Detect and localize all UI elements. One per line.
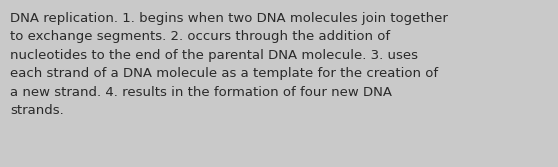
Text: DNA replication. 1. begins when two DNA molecules join together
to exchange segm: DNA replication. 1. begins when two DNA … bbox=[10, 12, 448, 117]
